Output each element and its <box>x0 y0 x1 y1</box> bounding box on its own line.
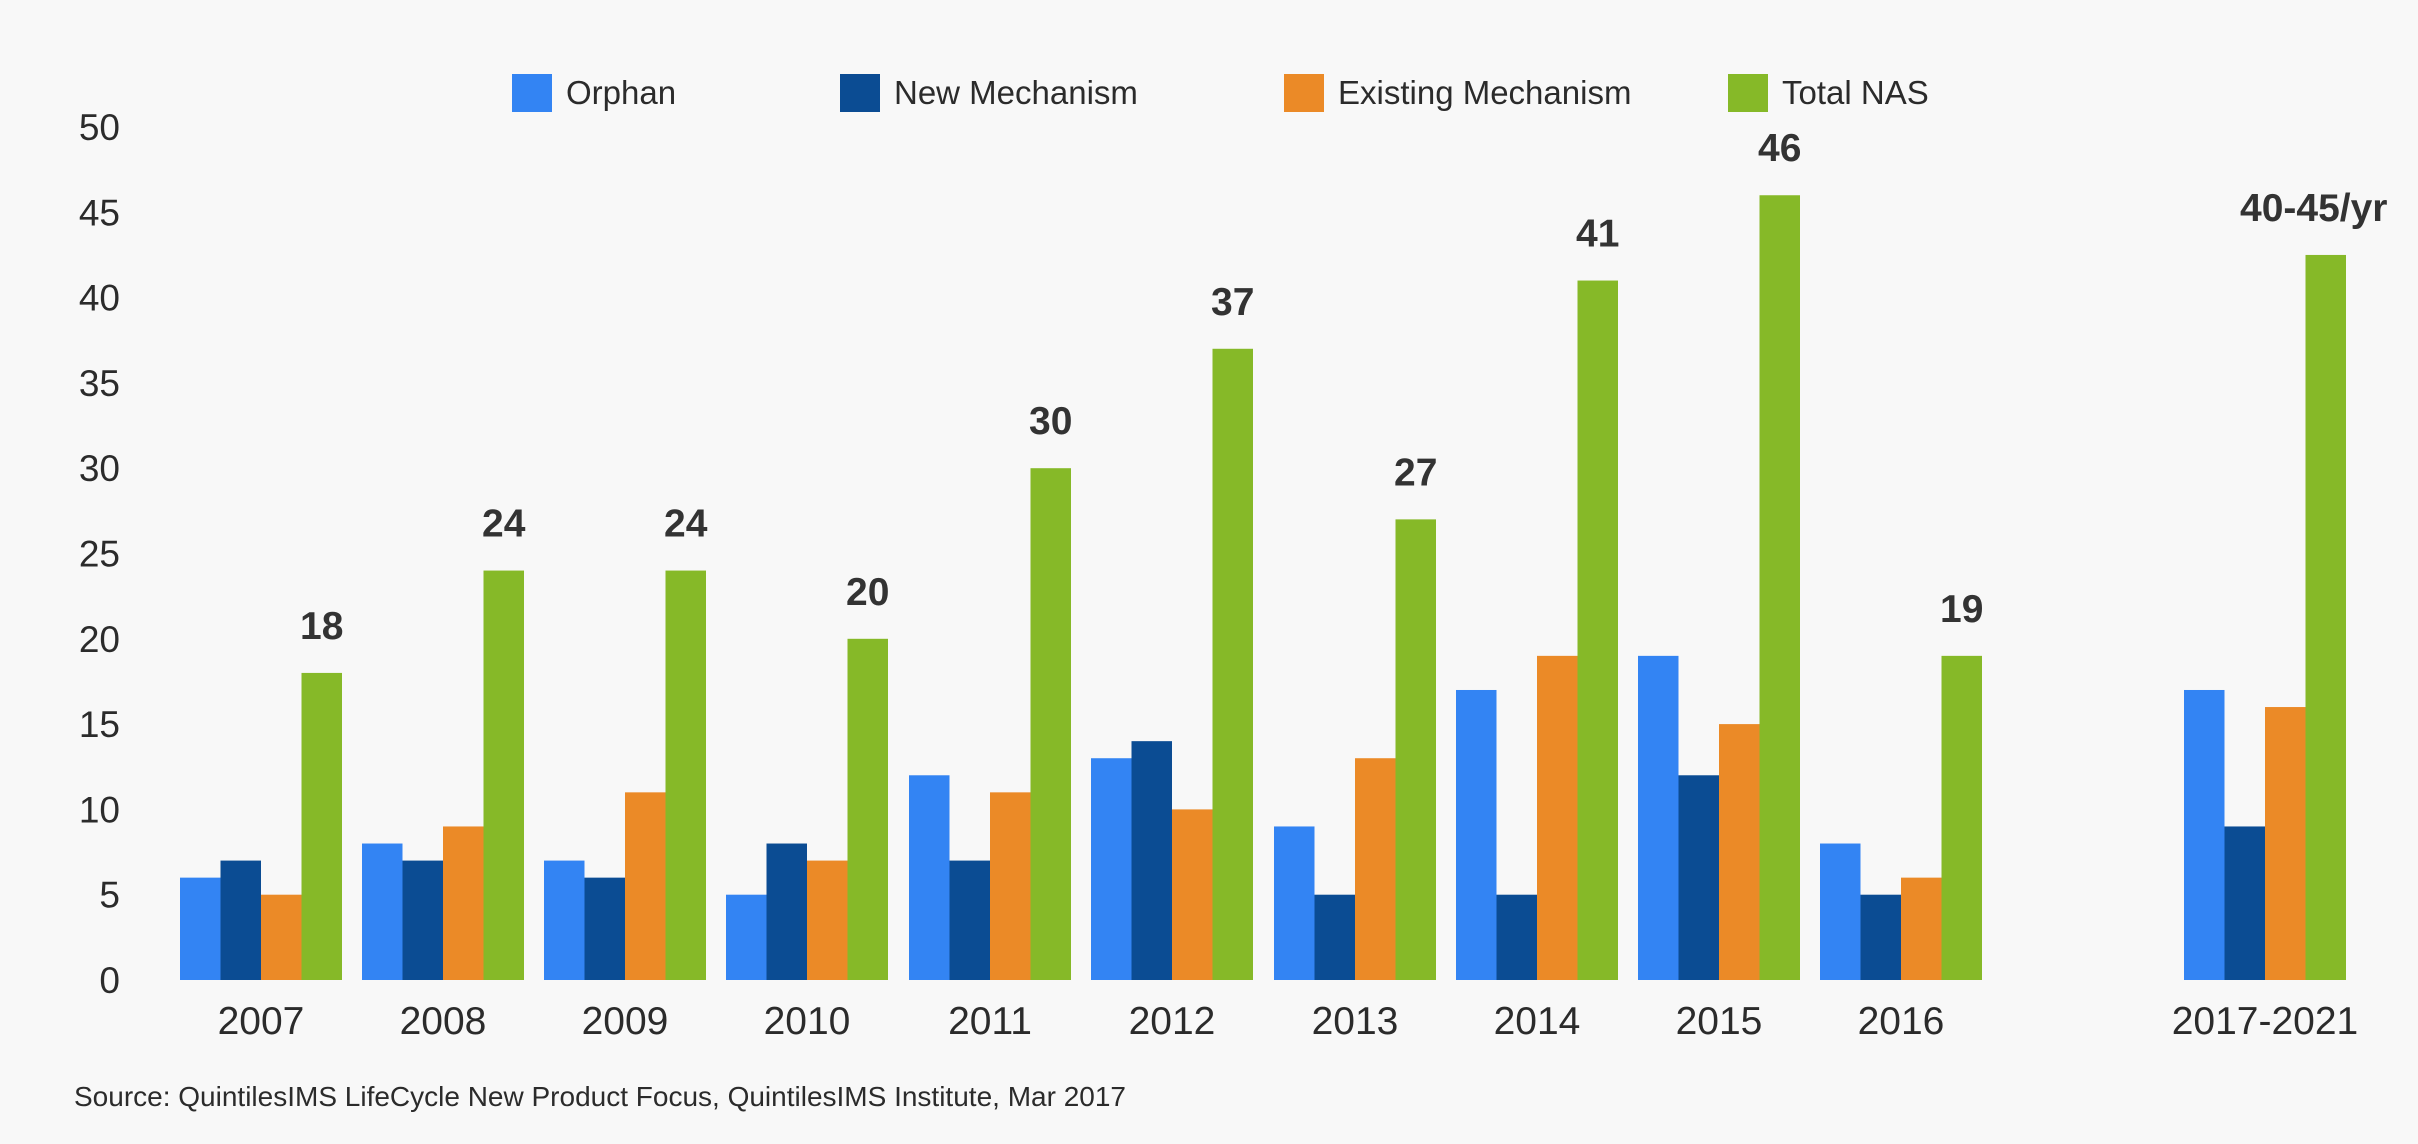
x-tick-label: 2010 <box>764 1000 851 1043</box>
x-tick-label: 2013 <box>1312 1000 1399 1043</box>
bar-orphan <box>544 860 585 980</box>
legend-label: Total NAS <box>1782 74 1929 111</box>
y-tick-label: 0 <box>99 960 120 1001</box>
x-axis: 2007 2008 2009 2010 2011 2012 2013 2014 2015 2016… <box>218 1000 2359 1043</box>
source-note: Source: QuintilesIMS LifeCycle New Produ… <box>74 1081 1126 1112</box>
legend-item-existing-mechanism: Existing Mechanism <box>1284 74 1631 112</box>
data-label: 24 <box>664 503 708 546</box>
bar-new-mechanism <box>1314 894 1355 980</box>
legend-label: New Mechanism <box>894 74 1138 111</box>
bar-orphan <box>1638 655 1679 980</box>
bar-orphan <box>1820 843 1861 980</box>
bar-new-mechanism <box>2224 826 2265 980</box>
bar-new-mechanism <box>1496 894 1537 980</box>
data-label: 46 <box>1758 127 1801 170</box>
bar-existing-mechanism <box>443 826 484 980</box>
data-label: 27 <box>1394 451 1437 494</box>
legend-item-orphan: Orphan <box>512 74 676 112</box>
bar-total-nas <box>1212 348 1253 980</box>
data-labels: 18 24 24 20 30 37 27 41 46 19 40-45/yr <box>300 127 2387 648</box>
bar-new-mechanism <box>766 843 807 980</box>
bar-existing-mechanism <box>261 894 302 980</box>
bar-orphan <box>909 775 950 980</box>
bar-total-nas <box>301 672 342 980</box>
data-label: 19 <box>1940 588 1983 631</box>
y-tick-label: 50 <box>79 107 120 148</box>
bar-new-mechanism <box>402 860 443 980</box>
bar-total-nas <box>847 638 888 980</box>
legend-swatch <box>1284 74 1324 112</box>
y-tick-label: 15 <box>79 704 120 745</box>
x-tick-label: 2011 <box>948 1000 1032 1043</box>
bars <box>180 195 2346 981</box>
bar-existing-mechanism <box>1719 724 1760 980</box>
legend-swatch <box>512 74 552 112</box>
bar-total-nas <box>1030 468 1071 980</box>
x-tick-label: 2007 <box>218 1000 305 1043</box>
bar-existing-mechanism <box>807 860 848 980</box>
y-tick-label: 30 <box>79 448 120 489</box>
x-tick-label: 2009 <box>582 1000 669 1043</box>
bar-orphan <box>1456 689 1497 980</box>
bar-orphan <box>180 877 221 980</box>
x-tick-label: 2017-2021 <box>2172 1000 2359 1043</box>
bar-total-nas <box>2305 254 2346 980</box>
y-tick-label: 45 <box>79 192 120 233</box>
bar-existing-mechanism <box>990 792 1031 980</box>
x-tick-label: 2008 <box>400 1000 487 1043</box>
bar-existing-mechanism <box>625 792 666 980</box>
bar-new-mechanism <box>1131 741 1172 980</box>
bar-total-nas <box>1577 280 1618 980</box>
data-label: 30 <box>1029 400 1072 443</box>
data-label: 20 <box>846 571 889 614</box>
y-tick-label: 25 <box>79 534 120 575</box>
y-tick-label: 20 <box>79 619 120 660</box>
bar-total-nas <box>1395 519 1436 980</box>
bar-total-nas <box>483 570 524 980</box>
data-label: 41 <box>1576 213 1619 256</box>
y-tick-label: 10 <box>79 789 120 830</box>
bar-total-nas <box>665 570 706 980</box>
bar-new-mechanism <box>1860 894 1901 980</box>
bar-existing-mechanism <box>1901 877 1942 980</box>
bar-orphan <box>362 843 403 980</box>
y-tick-label: 40 <box>79 278 120 319</box>
bar-orphan <box>2184 689 2225 980</box>
bar-total-nas <box>1759 195 1800 981</box>
legend: Orphan New Mechanism Existing Mechanism Tot… <box>512 74 1929 112</box>
legend-item-total-nas: Total NAS <box>1728 74 1929 112</box>
bar-existing-mechanism <box>2265 707 2306 980</box>
bar-existing-mechanism <box>1172 809 1213 980</box>
legend-label: Orphan <box>566 74 676 111</box>
bar-orphan <box>1274 826 1315 980</box>
x-tick-label: 2012 <box>1129 1000 1216 1043</box>
x-tick-label: 2015 <box>1676 1000 1763 1043</box>
bar-orphan <box>726 894 767 980</box>
data-label: 18 <box>300 605 343 648</box>
data-label: 37 <box>1211 281 1254 324</box>
x-tick-label: 2014 <box>1494 1000 1581 1043</box>
x-tick-label: 2016 <box>1858 1000 1945 1043</box>
bar-existing-mechanism <box>1537 655 1578 980</box>
legend-swatch <box>840 74 880 112</box>
legend-label: Existing Mechanism <box>1338 74 1631 111</box>
legend-item-new-mechanism: New Mechanism <box>840 74 1138 112</box>
bar-existing-mechanism <box>1355 758 1396 980</box>
legend-swatch <box>1728 74 1768 112</box>
bar-new-mechanism <box>220 860 261 980</box>
y-axis: 0 5 10 15 20 25 30 35 40 45 50 <box>79 107 120 1001</box>
y-tick-label: 35 <box>79 363 120 404</box>
bar-new-mechanism <box>949 860 990 980</box>
bar-total-nas <box>1941 655 1982 980</box>
y-tick-label: 5 <box>99 875 120 916</box>
data-label: 24 <box>482 503 526 546</box>
bar-new-mechanism <box>1678 775 1719 980</box>
data-label: 40-45/yr <box>2240 187 2387 230</box>
bar-orphan <box>1091 758 1132 980</box>
bar-new-mechanism <box>584 877 625 980</box>
